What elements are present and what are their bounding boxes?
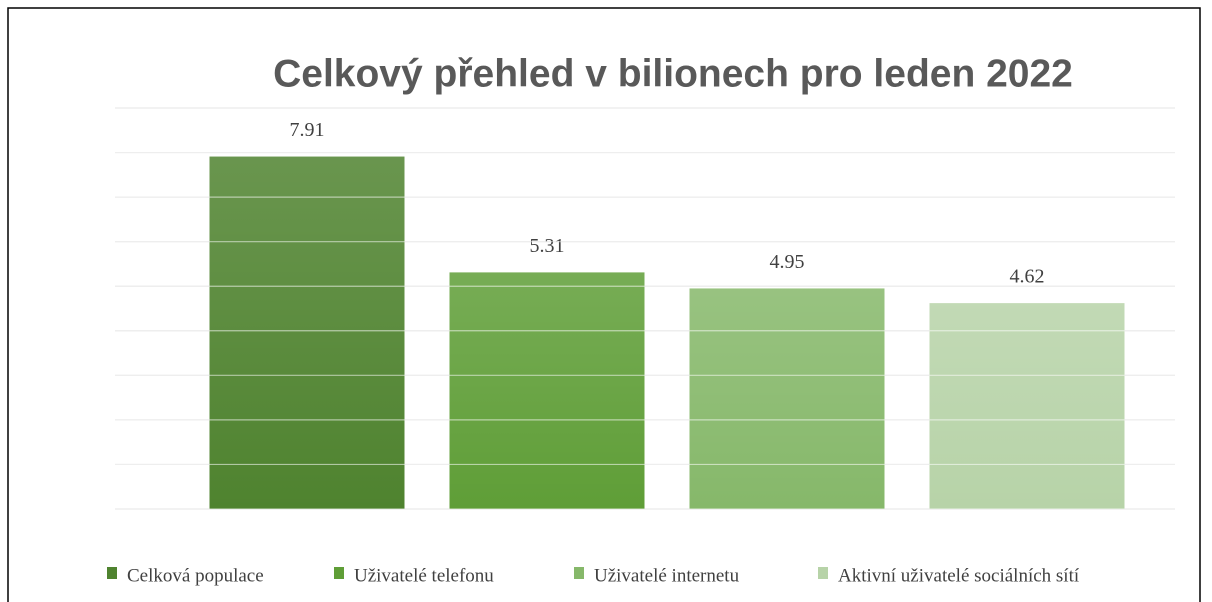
legend-swatch bbox=[818, 567, 828, 579]
legend-swatch bbox=[334, 567, 344, 579]
legend-label: Uživatelé internetu bbox=[594, 565, 740, 586]
legend-label: Uživatelé telefonu bbox=[354, 565, 494, 586]
chart-title: Celkový přehled v bilionech pro leden 20… bbox=[273, 52, 1073, 95]
data-label: 4.95 bbox=[770, 251, 805, 273]
bar-sheen bbox=[209, 156, 405, 509]
legend-swatch bbox=[574, 567, 584, 579]
chart-frame bbox=[7, 7, 1201, 602]
data-label: 5.31 bbox=[530, 235, 565, 257]
bar-sheen bbox=[929, 303, 1125, 509]
legend-label: Aktivní uživatelé sociálních sítí bbox=[838, 565, 1080, 586]
data-label: 7.91 bbox=[290, 119, 325, 141]
data-label: 4.62 bbox=[1010, 266, 1045, 288]
bar-sheen bbox=[689, 288, 885, 509]
bar-sheen bbox=[449, 272, 645, 509]
legend-swatch bbox=[107, 567, 117, 579]
legend-label: Celková populace bbox=[127, 565, 264, 586]
